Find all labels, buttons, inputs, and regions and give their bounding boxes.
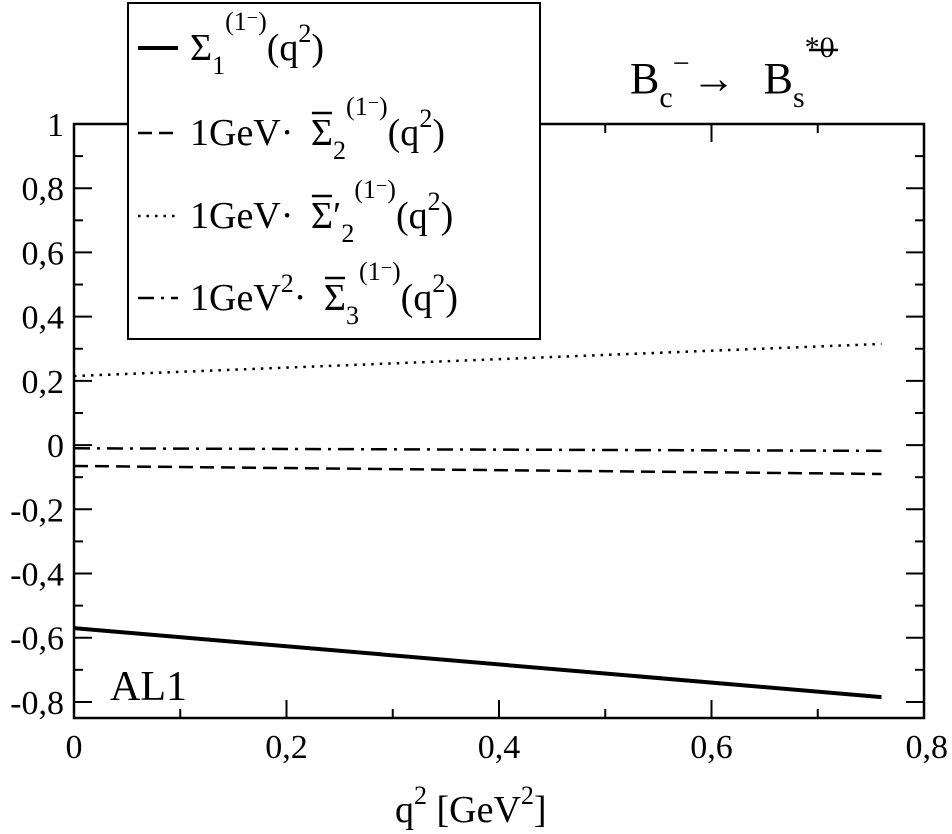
x-tick-label: 0,4: [478, 729, 521, 766]
legend-label-1: Σ1(1−)(q2): [190, 7, 324, 80]
legend-sup-close: ): [258, 7, 267, 36]
legend-prefix: 1GeV·: [190, 112, 293, 154]
series-line-4: [73, 447, 882, 453]
x-axis-label-unit-sup: 2: [521, 781, 534, 810]
legend-sup-minus: −: [381, 257, 392, 279]
y-tick-label: 0,6: [22, 235, 65, 272]
y-tick-label: 0,4: [22, 300, 65, 337]
legend-sup-close: ): [379, 92, 388, 121]
legend-arg: (q: [388, 112, 420, 154]
legend-arg-sup: 2: [298, 19, 311, 48]
tick-label-layer: 0 0,2 0,4 0,6 0,8 1 0,8 0,6 0,4 0,2 0 -0,2 -0,4 -0,6 -…: [10, 107, 948, 766]
legend-sigma: Σ: [190, 27, 212, 69]
legend-label-3: 1GeV· Σ′2(1−)(q2): [190, 175, 453, 248]
legend-arg-close: ): [432, 112, 445, 154]
legend-arg: (q: [396, 195, 428, 237]
legend-sigma: Σ: [311, 112, 333, 154]
legend-arg-sup: 2: [428, 187, 441, 216]
legend-arg-close: ): [441, 195, 454, 237]
legend-sigma: Σ: [311, 195, 333, 237]
legend-entries: Σ1(1−)(q2)1GeV· Σ2(1−)(q2)1GeV· Σ′2(1−)(…: [138, 7, 458, 330]
legend-sup-close: ): [392, 257, 401, 286]
series-layer: [73, 342, 882, 700]
y-tick-label: 0: [47, 428, 64, 465]
x-axis-label-sup: 2: [414, 781, 427, 810]
x-axis-label-close: ]: [534, 789, 547, 831]
legend-label-4: 1GeV2· Σ3(1−)(q2): [190, 257, 458, 330]
x-tick-label: 0: [66, 729, 83, 766]
legend-sigma: Σ: [324, 277, 346, 319]
model-label: AL1: [110, 664, 187, 710]
legend-label-2: 1GeV· Σ2(1−)(q2): [190, 92, 445, 165]
x-tick-label: 0,2: [265, 729, 308, 766]
y-tick-label: 0,2: [22, 364, 65, 401]
legend-sup-minus: −: [368, 92, 379, 114]
legend-arg-close: ): [445, 277, 458, 319]
legend-sup-minus: −: [376, 175, 387, 197]
legend-sub: 2: [341, 219, 354, 248]
decay-parent: B: [630, 54, 659, 103]
legend-prefix: 1GeV·: [190, 195, 293, 237]
decay-daughter-sub: s: [793, 81, 805, 114]
legend-sup-close: ): [387, 175, 396, 204]
x-axis-label-unit: [GeV: [427, 789, 521, 831]
decay-parent-sup: −: [673, 47, 690, 80]
legend-prime: ′: [333, 195, 341, 237]
series-line-2: [73, 464, 882, 476]
legend-prefix-tail: ·: [294, 277, 307, 319]
decay-daughter-sup: *0: [805, 31, 835, 64]
legend-box: [127, 2, 541, 340]
y-tick-label: 1: [47, 107, 64, 144]
decay-daughter: B: [764, 54, 793, 103]
x-tick-label: 0,8: [906, 729, 949, 766]
legend-arg: (q: [401, 277, 433, 319]
legend-arg: (q: [267, 27, 299, 69]
legend-sup: (1: [346, 92, 368, 121]
legend-arg-close: ): [311, 27, 324, 69]
legend-sup: (1: [359, 257, 381, 286]
series-line-3: [73, 342, 882, 378]
legend-sup-minus: −: [247, 7, 258, 29]
y-tick-label: 0,8: [22, 171, 65, 208]
x-tick-label: 0,6: [690, 729, 733, 766]
legend: Σ1(1−)(q2)1GeV· Σ2(1−)(q2)1GeV· Σ′2(1−)(…: [127, 2, 541, 340]
y-tick-label: -0,6: [10, 621, 64, 658]
legend-sup: (1: [354, 175, 376, 204]
series-line-1: [73, 626, 882, 700]
decay-label: Bc−→ Bs*0: [630, 31, 835, 114]
legend-sub: 2: [333, 136, 346, 165]
legend-prefix: 1GeV: [190, 277, 281, 319]
y-tick-label: -0,2: [10, 492, 64, 529]
legend-sup: (1: [225, 7, 247, 36]
legend-arg-sup: 2: [419, 104, 432, 133]
x-axis-label-main: q: [395, 789, 414, 831]
legend-sub: 1: [212, 51, 225, 80]
legend-arg-sup: 2: [432, 269, 445, 298]
legend-prefix-sup: 2: [281, 269, 294, 298]
x-axis-label: q2 [GeV2]: [395, 781, 547, 831]
decay-arrow: →: [692, 54, 736, 103]
legend-sub: 3: [346, 301, 359, 330]
y-tick-label: -0,4: [10, 557, 64, 594]
y-tick-label: -0,8: [10, 685, 64, 722]
decay-parent-sub: c: [659, 81, 672, 114]
